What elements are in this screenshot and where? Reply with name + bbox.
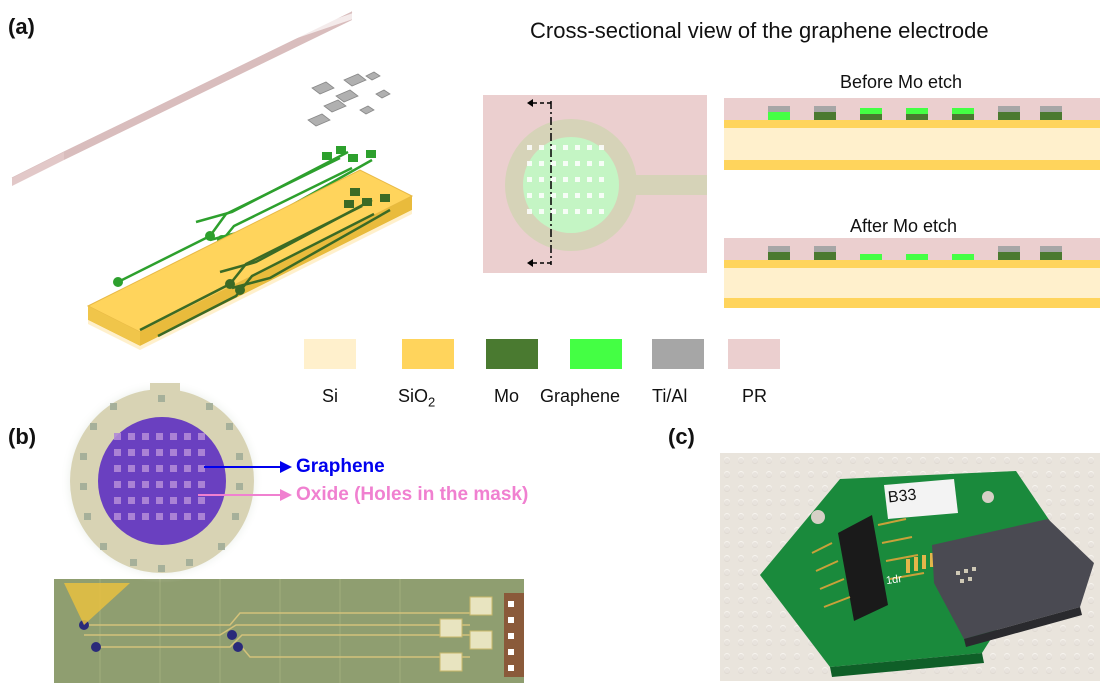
board-silk-text: 1dr — [885, 572, 903, 588]
cross-section-title: Cross-sectional view of the graphene ele… — [530, 18, 989, 43]
graphene-electrode-micrograph — [54, 379, 524, 683]
before-mo-etch-label: Before Mo etch — [836, 72, 967, 93]
oxide-annotation: Oxide (Holes in the mask) — [296, 484, 529, 505]
panel-label-a: (a) — [8, 14, 35, 39]
panel-label-b: (b) — [8, 424, 37, 449]
electrode-top-view — [483, 95, 707, 273]
legend-label-mo: Mo — [494, 386, 520, 406]
legend-swatch-sio2 — [402, 339, 454, 369]
legend-swatch-si — [304, 339, 356, 369]
board-label: B33 — [887, 486, 918, 507]
device-photo — [720, 453, 1100, 681]
legend-label-sio2: SiO2 — [398, 386, 436, 410]
legend-label-pr: PR — [742, 386, 768, 406]
legend-swatch-pr — [728, 339, 780, 369]
graphene-annotation: Graphene — [296, 456, 385, 477]
legend-swatch-graphene — [570, 339, 622, 369]
exploded-device-illustration — [11, 0, 414, 350]
legend-label-tial: Ti/Al — [652, 386, 688, 406]
legend-label-si: Si — [322, 386, 339, 406]
panel-label-c: (c) — [668, 424, 695, 449]
after-mo-etch-label: After Mo etch — [846, 216, 962, 237]
cross-section-before — [724, 98, 1100, 170]
legend-label-graphene: Graphene — [540, 386, 621, 406]
legend-swatch-tial — [652, 339, 704, 369]
cross-section-after — [724, 238, 1100, 308]
legend-swatch-mo — [486, 339, 538, 369]
